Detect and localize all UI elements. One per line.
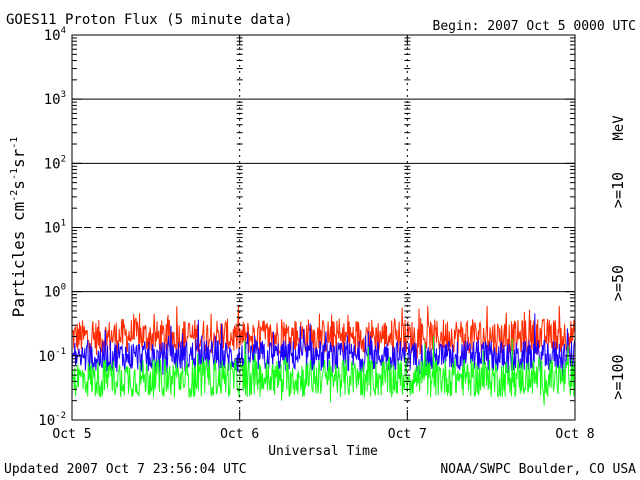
legend-unit: MeV <box>611 115 627 141</box>
y-tick-label-7: 104 <box>44 26 66 44</box>
begin-label: Begin: 2007 Oct 5 0000 UTC <box>433 19 637 34</box>
y-tick-base: 10 <box>44 156 61 172</box>
legend-series-3: >=100 <box>609 354 627 399</box>
y-tick-exp: 1 <box>61 219 66 229</box>
y-tick-label-1: 10-2 <box>38 411 66 429</box>
series-layer <box>71 305 576 406</box>
legend: MeV >=10 >=50 >=100 <box>609 115 627 400</box>
y-tick-label-4: 101 <box>44 219 66 237</box>
credit-label: NOAA/SWPC Boulder, CO USA <box>440 462 636 477</box>
y-axis-label: Particles cm-2s-1sr-1 <box>9 137 28 318</box>
grid-layer <box>72 35 575 420</box>
ylabel-part-1: Particles cm <box>9 202 28 318</box>
y-tick-label-3: 100 <box>44 283 66 301</box>
updated-timestamp: Updated 2007 Oct 7 23:56:04 UTC <box>4 462 247 477</box>
ylabel-part-2: s <box>9 180 28 190</box>
ylabel-part-3: sr <box>9 148 28 168</box>
y-tick-label-2: 10-1 <box>38 347 66 365</box>
y-tick-exp: 2 <box>61 154 66 164</box>
ylabel-exp-2: -1 <box>9 168 20 180</box>
tick-layer <box>71 34 576 421</box>
series-line-3 <box>71 336 576 406</box>
y-tick-exp: 4 <box>61 26 66 36</box>
chart-title: GOES11 Proton Flux (5 minute data) <box>6 12 293 28</box>
x-tick-label-2: Oct 6 <box>220 427 259 442</box>
y-tick-base: 10 <box>38 349 55 365</box>
y-tick-base: 10 <box>44 92 61 108</box>
y-tick-base: 10 <box>44 28 61 44</box>
y-tick-exp: 0 <box>61 283 66 293</box>
legend-series-2: >=50 <box>609 265 627 301</box>
x-tick-label-3: Oct 7 <box>388 427 427 442</box>
ylabel-exp-1: -2 <box>9 190 20 202</box>
legend-series-1: >=10 <box>609 172 627 208</box>
y-tick-exp: -1 <box>55 347 66 357</box>
y-tick-label-6: 103 <box>44 90 66 108</box>
y-tick-exp: 3 <box>61 90 66 100</box>
y-tick-base: 10 <box>38 413 55 429</box>
ylabel-exp-3: -1 <box>9 137 20 149</box>
x-tick-label-4: Oct 8 <box>555 427 594 442</box>
y-tick-base: 10 <box>44 221 61 237</box>
x-axis-label: Universal Time <box>268 444 378 459</box>
y-tick-label-5: 102 <box>44 154 66 172</box>
x-tick-label-1: Oct 5 <box>52 427 91 442</box>
y-tick-exp: -2 <box>55 411 66 421</box>
y-tick-base: 10 <box>44 285 61 301</box>
